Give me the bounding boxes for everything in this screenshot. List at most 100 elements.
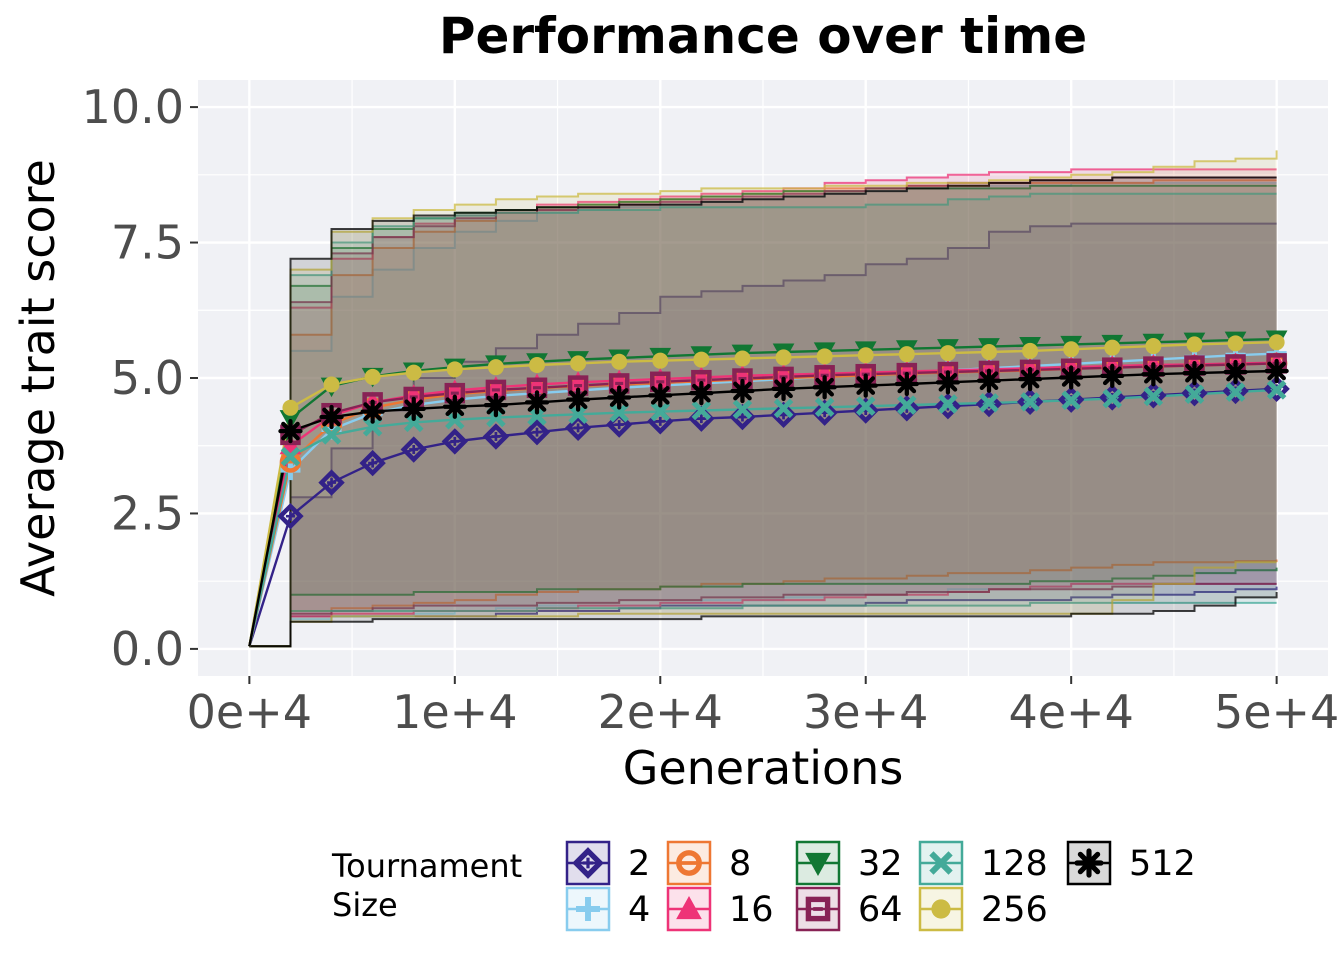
point-series-512	[648, 383, 673, 408]
point-series-256	[529, 356, 545, 373]
legend-key-marker-16	[676, 895, 702, 920]
point-series-256	[487, 359, 504, 376]
point-series-512	[360, 399, 385, 424]
band-series-4	[249, 182, 1277, 647]
point-series-256	[611, 353, 628, 370]
point-series-128	[1143, 386, 1164, 407]
x-tick-label: 2e+4	[598, 685, 723, 739]
point-series-128	[568, 404, 588, 425]
point-series-256	[405, 364, 422, 381]
legend-item-128: 128	[918, 840, 1048, 886]
point-series-128	[609, 402, 629, 423]
legend-key-marker-8	[676, 850, 702, 876]
legend-title-line-2: Size	[332, 886, 398, 924]
legend-item-256: 256	[918, 886, 1048, 932]
point-series-512	[442, 394, 467, 419]
point-series-512	[1017, 366, 1043, 392]
point-series-256	[1104, 339, 1121, 356]
axes: 0.0 2.5 5.0 7.5 10.0 0e+4 1e+4 2e+4 3e+4 4e+4 5e+4	[82, 80, 1340, 739]
point-series-256	[898, 346, 915, 363]
point-series-128	[1266, 380, 1287, 400]
point-series-128	[1061, 390, 1081, 410]
point-series-256	[1227, 335, 1244, 352]
y-axis-title: Average trait score	[11, 159, 65, 597]
point-series-128	[650, 401, 671, 422]
legend-key-marker-4	[576, 897, 600, 921]
y-tick-label: 0.0	[111, 622, 184, 676]
point-series-128	[280, 446, 301, 467]
point-series-128	[773, 398, 794, 419]
point-series-128	[691, 400, 712, 421]
x-axis-title: Generations	[623, 741, 904, 795]
point-series-256	[1268, 334, 1285, 351]
point-series-128	[897, 395, 917, 415]
point-series-512	[1059, 365, 1084, 390]
point-series-256	[323, 376, 340, 393]
band-series-8	[249, 180, 1277, 647]
legend-item-64: 64	[795, 886, 903, 932]
legend-title: Tournament	[331, 847, 522, 885]
point-series-256	[1022, 342, 1039, 359]
point-series-512	[319, 404, 344, 430]
point-series-256	[652, 352, 669, 369]
x-tick-label: 3e+4	[803, 685, 928, 739]
point-series-512	[853, 373, 878, 398]
point-series-128	[938, 394, 958, 414]
legend-key-marker-32	[805, 852, 831, 877]
point-series-256	[1063, 341, 1080, 358]
point-series-512	[1182, 360, 1207, 386]
x-tick-label: 0e+4	[187, 685, 312, 739]
point-series-2	[482, 423, 510, 450]
band-series-256	[249, 150, 1277, 647]
legend-item-2: 2	[565, 840, 650, 886]
legend-label-512: 512	[1129, 844, 1196, 884]
point-series-128	[1225, 382, 1246, 402]
series-markers	[277, 330, 1290, 530]
point-series-512	[1264, 358, 1289, 384]
band-series-512	[249, 177, 1277, 647]
point-series-512	[278, 418, 303, 444]
point-series-256	[446, 361, 463, 378]
point-series-128	[1102, 388, 1123, 409]
point-series-256	[1186, 336, 1203, 353]
point-series-128	[732, 399, 753, 420]
point-series-256	[816, 348, 833, 365]
y-tick-label: 5.0	[111, 351, 184, 405]
point-series-512	[730, 378, 755, 404]
point-series-2	[277, 502, 304, 530]
point-series-128	[979, 393, 999, 413]
band-series-128	[249, 193, 1277, 647]
confidence-bands	[249, 150, 1278, 648]
point-series-512	[483, 392, 509, 418]
point-series-256	[857, 347, 874, 364]
point-series-256	[981, 343, 997, 360]
legend-label-32: 32	[858, 844, 903, 884]
band-upper-series-256	[249, 150, 1278, 648]
point-series-2	[441, 428, 469, 455]
legend-key-marker-128	[929, 851, 953, 875]
point-series-256	[1145, 338, 1162, 355]
legend-key-marker-512	[1074, 848, 1104, 878]
point-series-512	[607, 385, 632, 410]
point-series-512	[812, 375, 837, 400]
band-lower-series-512	[249, 592, 1278, 648]
point-series-512	[689, 381, 714, 406]
point-series-512	[565, 387, 591, 412]
point-series-2	[318, 469, 345, 496]
x-tick-label: 1e+4	[392, 685, 517, 739]
legend-key-marker-64	[805, 896, 831, 922]
point-series-2	[400, 436, 427, 463]
point-series-256	[570, 355, 587, 372]
legend-item-4: 4	[565, 886, 650, 932]
band-lower-series-128	[249, 601, 1277, 648]
x-tick-label: 5e+4	[1214, 685, 1339, 739]
band-lower-series-64	[249, 582, 1277, 648]
chart-title: Performance over time	[439, 7, 1087, 65]
point-series-256	[693, 351, 710, 368]
y-tick-label: 10.0	[82, 80, 184, 134]
legend-label-4: 4	[628, 890, 650, 930]
legend-label-64: 64	[858, 890, 903, 930]
legend-label-256: 256	[981, 890, 1048, 930]
legend-item-32: 32	[795, 840, 903, 886]
